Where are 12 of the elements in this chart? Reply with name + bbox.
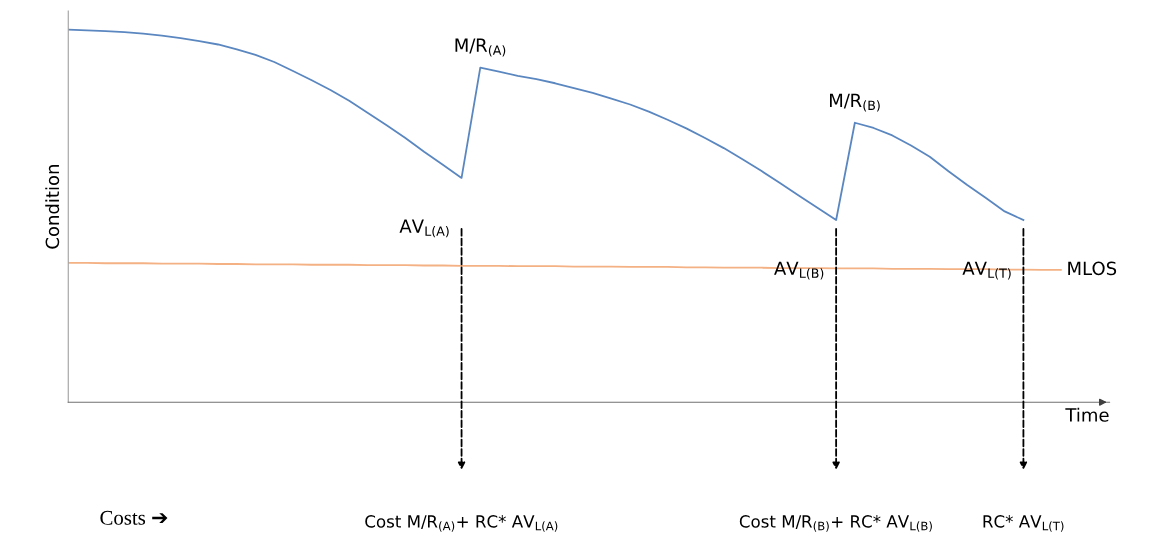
- annotation: AV$_{L(A)}$: [399, 219, 449, 238]
- text: RC* AV$_{L(T)}$: [983, 515, 1064, 532]
- text: Costs ➔: [100, 510, 168, 525]
- x-axis-title: Time: [1065, 407, 1109, 422]
- series-label: MLOS: [1068, 261, 1117, 276]
- annotation: M/R$_{(B)}$: [830, 93, 880, 112]
- text: Cost M/R$_{(A)}$+ RC* AV$_{L(A)}$: [365, 515, 558, 532]
- y-axis-title: Condition: [45, 165, 60, 249]
- annotation: AV$_{L(T)}$: [962, 261, 1011, 280]
- text: Cost M/R$_{(B)}$+ RC* AV$_{L(B)}$: [739, 515, 932, 532]
- annotation: AV$_{L(B)}$: [774, 261, 824, 280]
- annotation: M/R$_{(A)}$: [455, 38, 506, 57]
